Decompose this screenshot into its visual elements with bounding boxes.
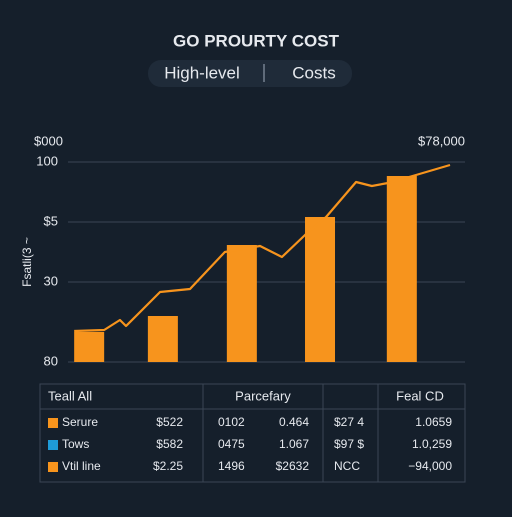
table-frame (39, 383, 466, 483)
table-cell: NCC (334, 459, 360, 473)
table-cell: 1.067 (279, 437, 309, 451)
table-cell: 0102 (218, 415, 245, 429)
row-label: Tows (62, 437, 89, 451)
y-tick-label: 30 (44, 273, 58, 288)
y-tick-label: $5 (44, 213, 58, 228)
y-unit-label: $000 (34, 133, 63, 148)
chart-title: GO PROURTY COST (173, 31, 340, 50)
table-cell: 1.0,259 (412, 437, 452, 451)
table-cell: $2.25 (153, 459, 183, 473)
table-cell: $582 (156, 437, 183, 451)
y-axis-label: Fsatli(3 ~ (20, 237, 34, 287)
legend-swatch (48, 440, 58, 450)
table-cell: 0.464 (279, 415, 309, 429)
y-tick-label: 80 (44, 353, 58, 368)
bar (74, 332, 105, 362)
table-header: Parcefary (235, 388, 291, 403)
bar (147, 316, 178, 362)
annotation: $78,000 (418, 133, 465, 148)
tab-bar (148, 60, 352, 87)
table-cell: 1.0659 (415, 415, 452, 429)
tab[interactable]: High-level (164, 63, 240, 82)
tab[interactable]: Costs (292, 63, 335, 82)
legend-swatch (48, 462, 58, 472)
legend-swatch (48, 418, 58, 428)
table-cell: $2632 (276, 459, 310, 473)
line (74, 163, 451, 333)
y-tick-label: 100 (36, 153, 58, 168)
table-cell: $27 4 (334, 415, 364, 429)
bar (226, 245, 257, 362)
table-cell: −94,000 (408, 459, 452, 473)
table-cell: $522 (156, 415, 183, 429)
bar (386, 176, 417, 362)
table-cell: 1496 (218, 459, 245, 473)
table-cell: 0475 (218, 437, 245, 451)
table-cell: $97 $ (334, 437, 364, 451)
row-label: Serure (62, 415, 98, 429)
row-label: Vtil line (62, 459, 101, 473)
table-header: Feal CD (396, 388, 444, 403)
bar (305, 217, 336, 362)
table-header: Teall All (48, 388, 92, 403)
